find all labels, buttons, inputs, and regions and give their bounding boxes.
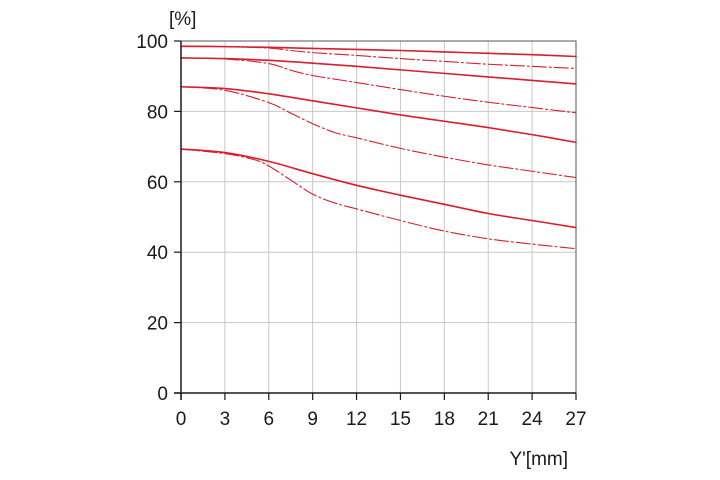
y-axis-label: [%] [169, 9, 196, 30]
series-group [180, 45, 577, 250]
plot-frame [180, 40, 577, 394]
series-line-2-dashed [180, 45, 577, 70]
series-line-6-dashed [180, 86, 577, 179]
x-tick-label: 15 [390, 409, 411, 430]
series-line-8-dashed [180, 148, 577, 250]
grid [181, 41, 576, 393]
x-tick-label: 3 [220, 409, 231, 430]
x-tick-label: 21 [478, 409, 499, 430]
x-tick-label: 6 [263, 409, 274, 430]
y-tick-label: 0 [157, 384, 168, 405]
y-tick-label: 80 [147, 102, 168, 123]
x-tick-label: 0 [176, 409, 187, 430]
x-tick-label: 24 [522, 409, 544, 430]
x-tick-label: 9 [307, 409, 318, 430]
series-line-7-solid [180, 148, 577, 229]
y-tick-label: 60 [147, 173, 168, 194]
x-tick-label: 27 [565, 409, 586, 430]
series-line-1-solid [180, 45, 577, 58]
x-tick-label: 18 [434, 409, 455, 430]
tick-labels: 0 3 6 9 12 15 18 21 24 27 0 20 40 60 80 100 [136, 32, 586, 430]
y-tick-label: 100 [136, 32, 168, 53]
x-axis-label: Y'[mm] [509, 449, 568, 470]
series-line-5-solid [180, 85, 577, 144]
series-line-3-solid [180, 57, 577, 85]
axes [174, 40, 577, 400]
series-line-4-dashed [180, 57, 577, 114]
x-tick-label: 12 [346, 409, 367, 430]
y-tick-label: 40 [147, 243, 168, 264]
y-tick-label: 20 [147, 314, 168, 335]
